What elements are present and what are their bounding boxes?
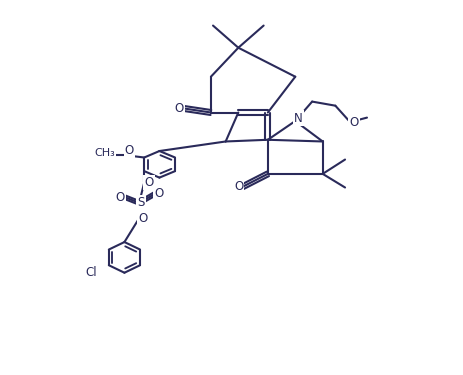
Text: S: S [137, 196, 144, 209]
Text: CH₃: CH₃ [94, 148, 115, 159]
Text: O: O [144, 176, 154, 189]
Text: O: O [154, 187, 163, 200]
Text: N: N [293, 111, 302, 125]
Text: O: O [138, 211, 148, 225]
Text: O: O [233, 180, 243, 194]
Text: O: O [175, 102, 184, 115]
Text: O: O [349, 116, 358, 129]
Text: O: O [125, 144, 134, 157]
Text: O: O [116, 190, 125, 204]
Text: Cl: Cl [85, 266, 96, 279]
